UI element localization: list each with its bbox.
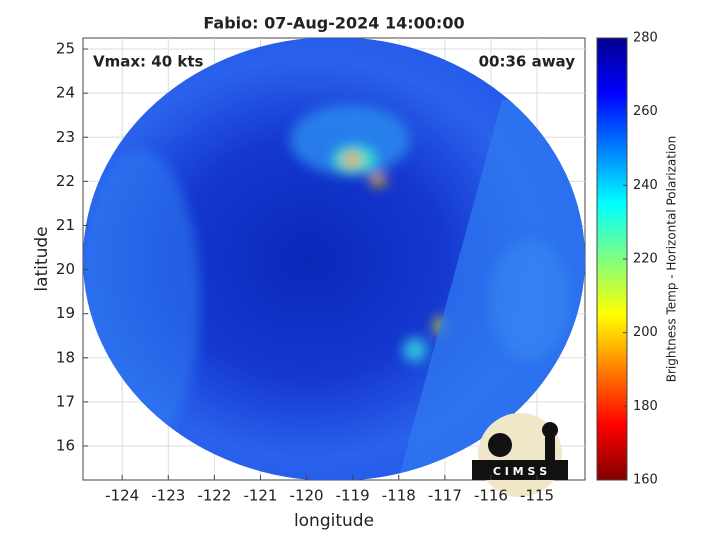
colorbar <box>596 37 628 481</box>
x-tick-label: -116 <box>474 487 508 505</box>
x-tick-label: -119 <box>336 487 370 505</box>
colorbar-tick-label: 180 <box>633 399 658 414</box>
annotation: Vmax: 40 kts <box>93 53 203 71</box>
y-tick-label: 21 <box>56 216 75 234</box>
colorbar-tick-label: 220 <box>633 252 658 267</box>
x-tick-label: -120 <box>290 487 324 505</box>
y-tick-label: 25 <box>56 40 75 58</box>
x-tick-label: -117 <box>428 487 462 505</box>
y-tick-label: 16 <box>56 437 75 455</box>
x-axis-label: longitude <box>294 511 374 531</box>
x-tick-label: -118 <box>382 487 416 505</box>
colorbar-tick-label: 240 <box>633 178 658 193</box>
colorbar-tick-label: 260 <box>633 104 658 119</box>
x-tick-label: -115 <box>520 487 554 505</box>
y-axis-label: latitude <box>32 226 52 291</box>
colorbar-tick-label: 200 <box>633 325 658 340</box>
x-tick-label: -123 <box>151 487 185 505</box>
x-tick-label: -122 <box>197 487 231 505</box>
y-tick-label: 23 <box>56 128 75 146</box>
chart-title: Fabio: 07-Aug-2024 14:00:00 <box>203 14 464 33</box>
colorbar-tick-label: 160 <box>633 473 658 488</box>
satellite-image <box>83 38 585 480</box>
x-tick-label: -124 <box>105 487 139 505</box>
x-tick-label: -121 <box>243 487 277 505</box>
y-tick-label: 20 <box>56 260 75 278</box>
y-tick-label: 19 <box>56 304 75 322</box>
annotation: 00:36 away <box>479 53 576 71</box>
y-tick-label: 18 <box>56 348 75 366</box>
colorbar-label: Brightness Temp - Horizontal Polarizatio… <box>665 136 679 383</box>
y-tick-label: 17 <box>56 392 75 410</box>
cimss-logo: C I M S S <box>472 413 568 497</box>
y-tick-label: 22 <box>56 172 75 190</box>
logo-text: C I M S S <box>493 465 547 478</box>
y-tick-label: 24 <box>56 84 75 102</box>
colorbar-tick-label: 280 <box>633 31 658 46</box>
